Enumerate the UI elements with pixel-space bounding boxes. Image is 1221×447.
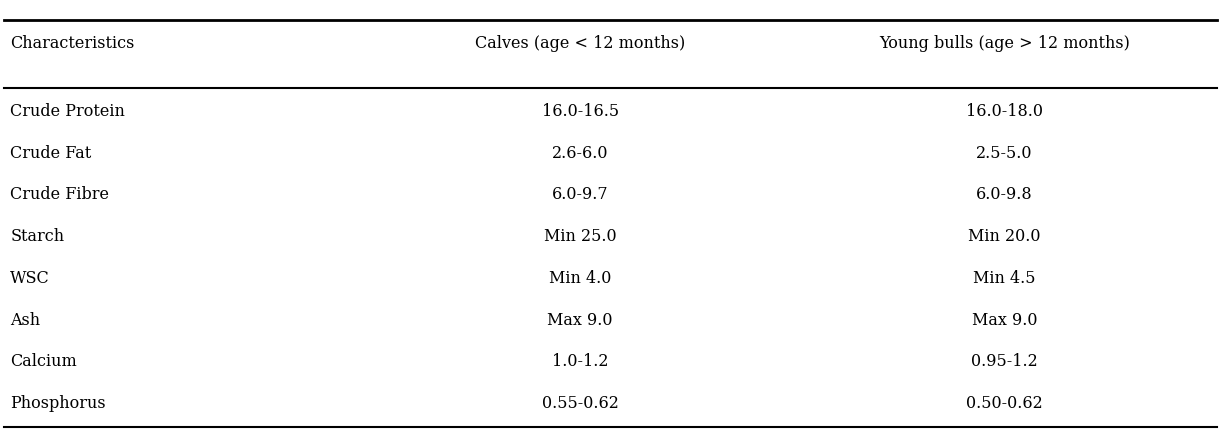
Text: 16.0-18.0: 16.0-18.0 — [966, 103, 1043, 120]
Text: Max 9.0: Max 9.0 — [972, 312, 1038, 329]
Text: Crude Fat: Crude Fat — [10, 145, 92, 162]
Text: Max 9.0: Max 9.0 — [547, 312, 613, 329]
Text: Starch: Starch — [10, 228, 65, 245]
Text: 0.50-0.62: 0.50-0.62 — [966, 395, 1043, 412]
Text: Min 4.0: Min 4.0 — [549, 270, 612, 287]
Text: Min 20.0: Min 20.0 — [968, 228, 1040, 245]
Text: Min 4.5: Min 4.5 — [973, 270, 1035, 287]
Text: 1.0-1.2: 1.0-1.2 — [552, 353, 608, 370]
Text: Min 25.0: Min 25.0 — [543, 228, 617, 245]
Text: 0.95-1.2: 0.95-1.2 — [971, 353, 1038, 370]
Text: 16.0-16.5: 16.0-16.5 — [542, 103, 619, 120]
Text: 2.6-6.0: 2.6-6.0 — [552, 145, 608, 162]
Text: Young bulls (age > 12 months): Young bulls (age > 12 months) — [879, 35, 1131, 52]
Text: Calves (age < 12 months): Calves (age < 12 months) — [475, 35, 685, 52]
Text: Phosphorus: Phosphorus — [10, 395, 106, 412]
Text: 2.5-5.0: 2.5-5.0 — [977, 145, 1033, 162]
Text: WSC: WSC — [10, 270, 50, 287]
Text: Crude Protein: Crude Protein — [10, 103, 125, 120]
Text: 6.0-9.7: 6.0-9.7 — [552, 186, 608, 203]
Text: 6.0-9.8: 6.0-9.8 — [977, 186, 1033, 203]
Text: Crude Fibre: Crude Fibre — [10, 186, 109, 203]
Text: 0.55-0.62: 0.55-0.62 — [542, 395, 619, 412]
Text: Calcium: Calcium — [10, 353, 77, 370]
Text: Characteristics: Characteristics — [10, 35, 134, 52]
Text: Ash: Ash — [10, 312, 40, 329]
